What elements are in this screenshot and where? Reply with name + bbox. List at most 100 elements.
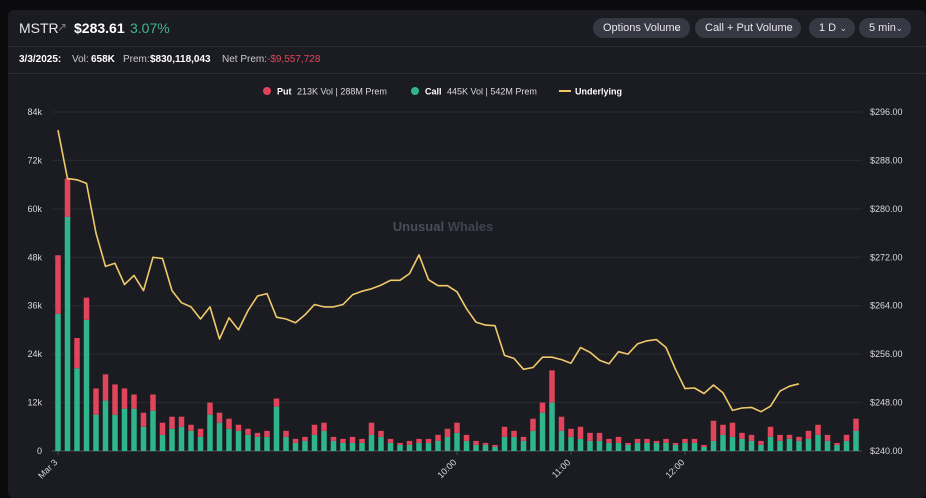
volume-type-dropdown-label: Call + Put Volume <box>705 22 793 34</box>
put-bar <box>568 428 574 437</box>
call-bar <box>321 430 327 451</box>
call-bar <box>254 436 261 451</box>
put-bar <box>587 432 593 441</box>
call-bar <box>169 428 175 451</box>
put-bar <box>207 402 213 415</box>
y-right-tick-label: $288.00 <box>870 155 903 165</box>
put-bar <box>701 444 707 447</box>
put-bar <box>577 426 584 439</box>
put-bar <box>549 370 555 403</box>
interval-dropdown[interactable]: 5 min ⌄ <box>859 18 911 38</box>
y-left-tick-label: 0 <box>37 446 42 456</box>
prem-value: $830,118,043 <box>150 54 211 65</box>
volume-type-dropdown[interactable]: Call + Put Volume ⌄ <box>695 18 801 38</box>
call-bar <box>587 440 593 451</box>
put-bar <box>520 436 527 441</box>
put-bar <box>473 440 479 445</box>
put-bar <box>435 434 441 441</box>
call-bar <box>492 446 498 451</box>
timeframe-dropdown[interactable]: 1 D ⌄ <box>809 18 855 38</box>
put-bar <box>682 438 688 443</box>
call-bar <box>159 434 166 451</box>
put-bar <box>273 398 280 407</box>
call-bar <box>140 426 147 451</box>
options-volume-dropdown[interactable]: Options Volume ⌄ <box>593 18 690 38</box>
call-bar <box>720 434 726 451</box>
call-bar <box>264 436 270 451</box>
put-bar <box>406 440 413 445</box>
put-legend-name: Put <box>277 87 292 97</box>
stats-date: 3/3/2025: <box>19 54 62 65</box>
call-bar <box>216 422 223 451</box>
call-bar <box>131 408 137 451</box>
chevron-down-icon: ⌄ <box>895 23 903 33</box>
call-bar <box>340 442 346 451</box>
call-bar <box>701 446 707 451</box>
put-bar <box>539 402 546 413</box>
put-bar <box>330 436 337 441</box>
chevron-down-icon: ⌄ <box>839 23 847 33</box>
put-bar <box>786 434 793 439</box>
put-bar <box>425 438 432 443</box>
call-bar <box>663 442 669 451</box>
call-bar <box>501 436 508 451</box>
call-bar <box>777 440 783 451</box>
put-bar <box>83 297 90 320</box>
timeframe-dropdown-label: 1 D <box>819 22 837 34</box>
put-bar <box>720 424 726 435</box>
call-bar <box>815 434 821 451</box>
call-bar <box>834 444 840 451</box>
put-bar <box>558 416 565 431</box>
put-bar <box>359 438 365 443</box>
call-bar <box>444 436 451 451</box>
put-bar <box>482 442 489 445</box>
call-bar <box>74 368 80 451</box>
call-bar <box>748 440 755 451</box>
put-legend-swatch <box>263 87 271 95</box>
y-left-tick-label: 60k <box>27 204 42 214</box>
put-bar <box>74 338 80 369</box>
put-bar <box>691 438 698 443</box>
call-bar <box>805 438 812 451</box>
y-left-tick-label: 12k <box>27 398 42 408</box>
call-bar <box>568 436 574 451</box>
put-bar <box>853 418 859 431</box>
put-bar <box>150 394 156 411</box>
put-bar <box>169 416 175 429</box>
put-bar <box>653 440 660 443</box>
put-bar <box>216 412 223 423</box>
put-bar <box>416 438 422 443</box>
y-right-tick-label: $248.00 <box>870 398 903 408</box>
call-bar <box>397 444 403 451</box>
call-bar <box>577 438 584 451</box>
svg-text:Unusual Whales: Unusual Whales <box>393 219 493 234</box>
call-legend-detail: 445K Vol | 542M Prem <box>447 87 537 97</box>
put-bar <box>121 388 128 409</box>
call-bar <box>530 430 536 451</box>
ticker-symbol[interactable]: MSTR <box>19 20 59 36</box>
y-left-tick-label: 48k <box>27 252 42 262</box>
put-bar <box>710 420 717 441</box>
put-bar <box>824 434 831 441</box>
call-bar <box>64 216 71 451</box>
call-bar <box>739 438 745 451</box>
put-bar <box>463 434 470 441</box>
put-bar <box>340 438 346 443</box>
put-bar <box>634 438 641 443</box>
put-bar <box>64 178 71 217</box>
put-bar <box>245 428 251 435</box>
options-volume-dropdown-label: Options Volume <box>603 22 681 34</box>
put-bar <box>321 422 327 431</box>
call-bar <box>425 442 432 451</box>
call-bar <box>368 434 375 451</box>
call-bar <box>330 440 337 451</box>
put-bar <box>188 424 194 431</box>
external-link-icon[interactable]: ↗ <box>57 20 68 34</box>
put-bar <box>454 422 460 433</box>
chevron-down-icon: ⌄ <box>785 23 793 33</box>
put-bar <box>387 438 394 443</box>
chart-panel: MSTR ↗ $283.61 3.07% Options Volume ⌄ Ca… <box>8 10 926 498</box>
call-bar <box>178 426 185 451</box>
call-bar <box>691 442 698 451</box>
y-right-tick-label: $272.00 <box>870 252 903 262</box>
